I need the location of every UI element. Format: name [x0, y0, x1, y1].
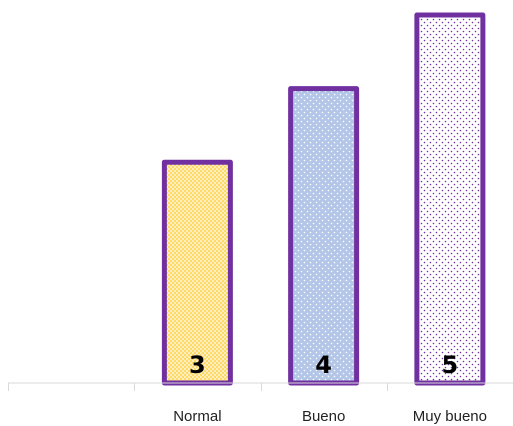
bar-bueno — [291, 89, 357, 383]
bar-normal — [164, 162, 230, 383]
x-tick-label: Normal — [173, 408, 221, 425]
bar-muy-bueno — [417, 15, 483, 383]
bars-group — [164, 15, 483, 383]
data-label: 3 — [189, 351, 206, 379]
x-tick-label: Bueno — [302, 408, 345, 425]
data-label: 5 — [442, 351, 459, 379]
x-tick-label: Muy bueno — [413, 408, 487, 425]
data-label: 4 — [315, 351, 332, 379]
